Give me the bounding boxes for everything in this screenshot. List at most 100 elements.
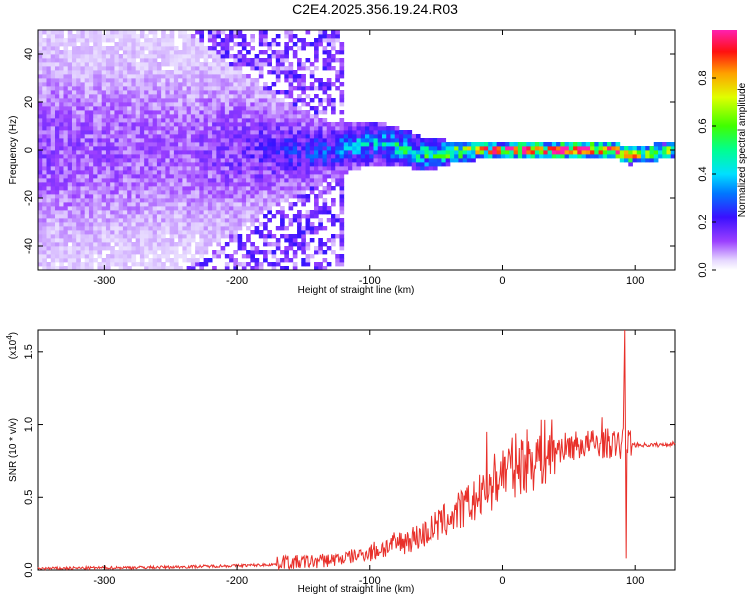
spectrogram-cell [190, 146, 196, 151]
spectrogram-cell [182, 154, 188, 159]
spectrogram-cell [148, 102, 154, 107]
spectrogram-cell [63, 158, 69, 163]
spectrogram-cell [156, 114, 162, 119]
spectrogram-cell [326, 98, 332, 103]
spectrogram-cell [71, 206, 77, 211]
spectrogram-cell [326, 166, 332, 171]
spectrogram-cell [254, 150, 260, 155]
spectrogram-cell [190, 234, 196, 239]
spectrogram-cell [80, 146, 86, 151]
spectrogram-cell [636, 154, 642, 159]
spectrogram-cell [46, 94, 52, 99]
spectrogram-cell [144, 54, 149, 59]
spectrogram-cell [305, 262, 311, 267]
spectrogram-cell [101, 70, 107, 75]
spectrogram-cell [156, 50, 162, 55]
spectrogram-cell [148, 182, 154, 187]
spectrogram-cell [182, 230, 188, 235]
spectrogram-cell [186, 58, 192, 63]
spectrogram-cell [131, 134, 137, 139]
spectrogram-cell [110, 106, 115, 111]
spectrogram-cell [144, 166, 149, 171]
spectrogram-cell [292, 254, 298, 259]
spectrogram-cell [301, 214, 306, 219]
spectrogram-cell [619, 154, 625, 159]
spectrogram-cell [148, 162, 154, 167]
spectrogram-cell [46, 78, 52, 83]
spectrogram-cell [67, 110, 73, 115]
spectrogram-cell [118, 162, 124, 167]
spectrogram-cell [207, 190, 213, 195]
spectrogram-cell [114, 174, 120, 179]
spectrogram-cell [250, 146, 255, 151]
spectrogram-cell [88, 186, 94, 191]
spectrogram-cell [581, 154, 587, 159]
spectrogram-cell [182, 190, 188, 195]
spectrogram-cell [118, 58, 124, 63]
spectrogram-cell [203, 246, 209, 251]
spectrogram-cell [297, 114, 302, 119]
spectrogram-cell [63, 190, 69, 195]
spectrogram-cell [246, 262, 251, 267]
spectrogram-cell [224, 254, 230, 259]
spectrogram-cell [594, 142, 599, 147]
spectrogram-cell [88, 90, 94, 95]
spectrogram-cell [454, 154, 459, 159]
spectrogram-cell [76, 158, 81, 163]
spectrogram-cell [292, 158, 298, 163]
spectrogram-cell [144, 182, 149, 187]
spectrogram-cell [110, 222, 115, 227]
snr-multiplier: (x104) [5, 332, 19, 359]
spectrogram-cell [237, 114, 243, 119]
colorbar-label: Normalized spectral amplitude [737, 82, 748, 217]
spectrogram-cell [216, 158, 222, 163]
spectrogram-cell [67, 166, 73, 171]
spectrogram-cell [80, 222, 86, 227]
spectrogram-cell [131, 210, 137, 215]
spectrogram-cell [59, 122, 64, 127]
spectrogram-cell [649, 150, 655, 155]
spectrogram-cell [131, 250, 137, 255]
spectrogram-cell [173, 170, 179, 175]
spectrogram-cell [352, 130, 357, 135]
spectrogram-cell [212, 238, 217, 243]
spectrogram-cell [46, 242, 52, 247]
spectrogram-cell [624, 154, 629, 159]
spectrogram-cell [46, 170, 52, 175]
spectrogram-cell [624, 158, 629, 163]
spectrogram-cell [288, 66, 294, 71]
spectrogram-cell [449, 158, 455, 163]
spectrogram-cell [258, 114, 264, 119]
spectrogram-cell [241, 214, 247, 219]
spectrogram-cell [360, 122, 366, 127]
spectrogram-cell [42, 258, 47, 263]
spectrogram-cell [339, 42, 345, 47]
spectrogram-cell [280, 222, 285, 227]
spectrogram-cell [93, 250, 98, 255]
spectrogram-cell [97, 198, 103, 203]
spectrogram-cell [76, 78, 81, 83]
spectrogram-cell [348, 138, 353, 143]
spectrogram-cell [220, 202, 226, 207]
spectrogram-cell [101, 118, 107, 123]
spectrogram-cell [195, 258, 200, 263]
spectrogram-cell [50, 50, 56, 55]
spectrogram-cell [632, 146, 638, 151]
spectrogram-cell [110, 186, 115, 191]
spectrogram-cell [118, 78, 124, 83]
spectrogram-cell [186, 214, 192, 219]
spectrogram-cell [220, 98, 226, 103]
spectrogram-cell [161, 54, 166, 59]
spectrogram-cell [373, 150, 379, 155]
spectrogram-cell [658, 146, 663, 151]
spectrogram-cell [305, 142, 311, 147]
spectrogram-cell [241, 94, 247, 99]
spectrogram-cell [38, 170, 43, 175]
spectrogram-cell [343, 170, 349, 175]
spectrogram-cell [246, 118, 251, 123]
spectrogram-cell [190, 222, 196, 227]
spectrogram-cell [76, 166, 81, 171]
spectrogram-cell [263, 50, 268, 55]
spectrogram-cell [54, 238, 60, 243]
spectrogram-cell [288, 62, 294, 67]
